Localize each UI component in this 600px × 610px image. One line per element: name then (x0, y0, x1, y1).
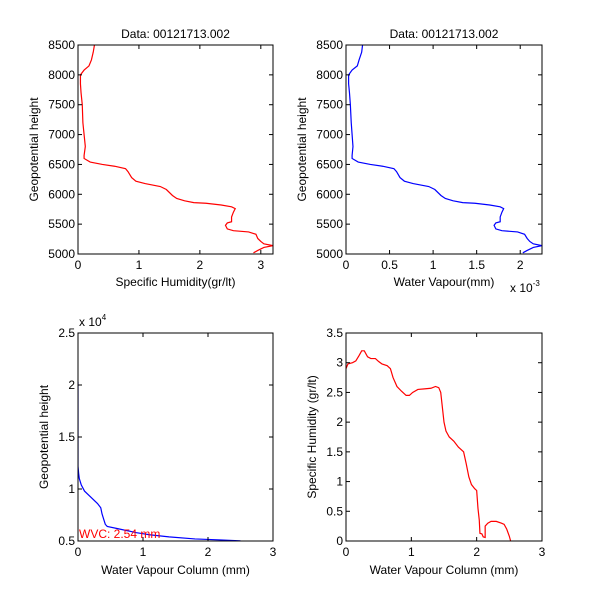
x-tick-label: 0.5 (381, 258, 398, 272)
y-tick-label: 1.5 (58, 430, 75, 444)
x-tick-label: 1.5 (468, 258, 485, 272)
x-tick-label: 3 (270, 545, 277, 559)
x-tick-label: 0 (343, 258, 350, 272)
x-tick-label: 0 (75, 545, 82, 559)
y-tick-label: 8000 (316, 68, 343, 82)
y-tick-label: 2 (68, 378, 75, 392)
subplot-water-vapour-profile: Data: 00121713.002 Water Vapour(mm) Geop… (295, 27, 543, 295)
y-axis-label: Geopotential height (27, 97, 41, 202)
y-tick-label: 5500 (316, 217, 343, 231)
x-tick-label: 1 (136, 258, 143, 272)
y-exponent-label: x 104 (79, 313, 107, 329)
y-axis-label: Geopotential height (37, 384, 51, 489)
series-line-0 (79, 45, 273, 254)
x-axis-label: Water Vapour Column (mm) (101, 563, 250, 577)
y-exponent-base: x 10 (79, 315, 102, 329)
y-tick-label: 2 (336, 415, 343, 429)
axes-box (77, 44, 274, 255)
wvc-annotation: WVC: 2.54 mm (79, 527, 160, 541)
y-tick-label: 8000 (48, 68, 75, 82)
x-exponent-label: x 10-3 (510, 279, 540, 295)
x-tick-label: 3 (539, 545, 546, 559)
y-exponent-power: 4 (102, 313, 107, 322)
y-tick-label: 7000 (48, 128, 75, 142)
y-tick-label: 7500 (48, 98, 75, 112)
y-tick-label: 6000 (316, 187, 343, 201)
y-tick-label: 2.5 (326, 385, 343, 399)
subplot-wvc-vs-height: Water Vapour Column (mm) Geopotential he… (37, 313, 277, 577)
axes-box (345, 44, 543, 255)
y-tick-label: 5000 (48, 247, 75, 261)
x-tick-label: 2 (473, 545, 480, 559)
subplot-sh-vs-wvc: Water Vapour Column (mm) Specific Humidi… (305, 326, 546, 577)
y-tick-label: 1 (68, 482, 75, 496)
y-tick-label: 2.5 (58, 326, 75, 340)
x-tick-label: 0 (75, 258, 82, 272)
x-tick-label: 2 (205, 545, 212, 559)
y-tick-label: 7000 (316, 128, 343, 142)
y-tick-label: 0.5 (326, 504, 343, 518)
y-tick-label: 6500 (48, 157, 75, 171)
chart-title: Data: 00121713.002 (390, 27, 499, 41)
series-line-0 (346, 350, 512, 541)
subplot-specific-humidity-profile: Data: 00121713.002 Specific Humidity(gr/… (27, 27, 274, 289)
axes-box (345, 332, 543, 542)
y-tick-label: 3 (336, 356, 343, 370)
x-tick-label: 2 (197, 258, 204, 272)
x-axis-label: Specific Humidity(gr/lt) (115, 275, 235, 289)
y-tick-label: 1.5 (326, 445, 343, 459)
y-tick-label: 7500 (316, 98, 343, 112)
x-tick-label: 1 (408, 545, 415, 559)
y-tick-label: 0.5 (58, 534, 75, 548)
x-tick-label: 3 (257, 258, 264, 272)
series-line-0 (348, 45, 542, 254)
x-tick-label: 1 (140, 545, 147, 559)
y-tick-label: 3.5 (326, 326, 343, 340)
y-tick-label: 5500 (48, 217, 75, 231)
y-tick-label: 5000 (316, 247, 343, 261)
x-exponent-base: x 10 (510, 281, 533, 295)
y-axis-label: Geopotential height (295, 97, 309, 202)
x-axis-label: Water Vapour Column (mm) (370, 563, 519, 577)
y-tick-label: 1 (336, 475, 343, 489)
x-axis-label: Water Vapour(mm) (394, 275, 495, 289)
y-tick-label: 8500 (316, 38, 343, 52)
chart-title: Data: 00121713.002 (121, 27, 230, 41)
x-tick-label: 2 (517, 258, 524, 272)
y-tick-label: 6500 (316, 157, 343, 171)
x-tick-label: 0 (343, 545, 350, 559)
y-tick-label: 6000 (48, 187, 75, 201)
x-tick-label: 1 (430, 258, 437, 272)
y-axis-label: Specific Humidity (gr/lt) (305, 375, 319, 498)
x-exponent-power: -3 (533, 279, 541, 288)
y-tick-label: 0 (336, 534, 343, 548)
y-tick-label: 8500 (48, 38, 75, 52)
